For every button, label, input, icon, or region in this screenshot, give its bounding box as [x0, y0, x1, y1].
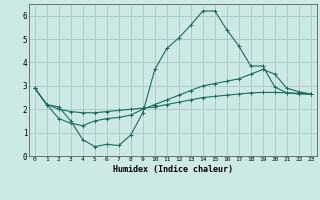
X-axis label: Humidex (Indice chaleur): Humidex (Indice chaleur) — [113, 165, 233, 174]
